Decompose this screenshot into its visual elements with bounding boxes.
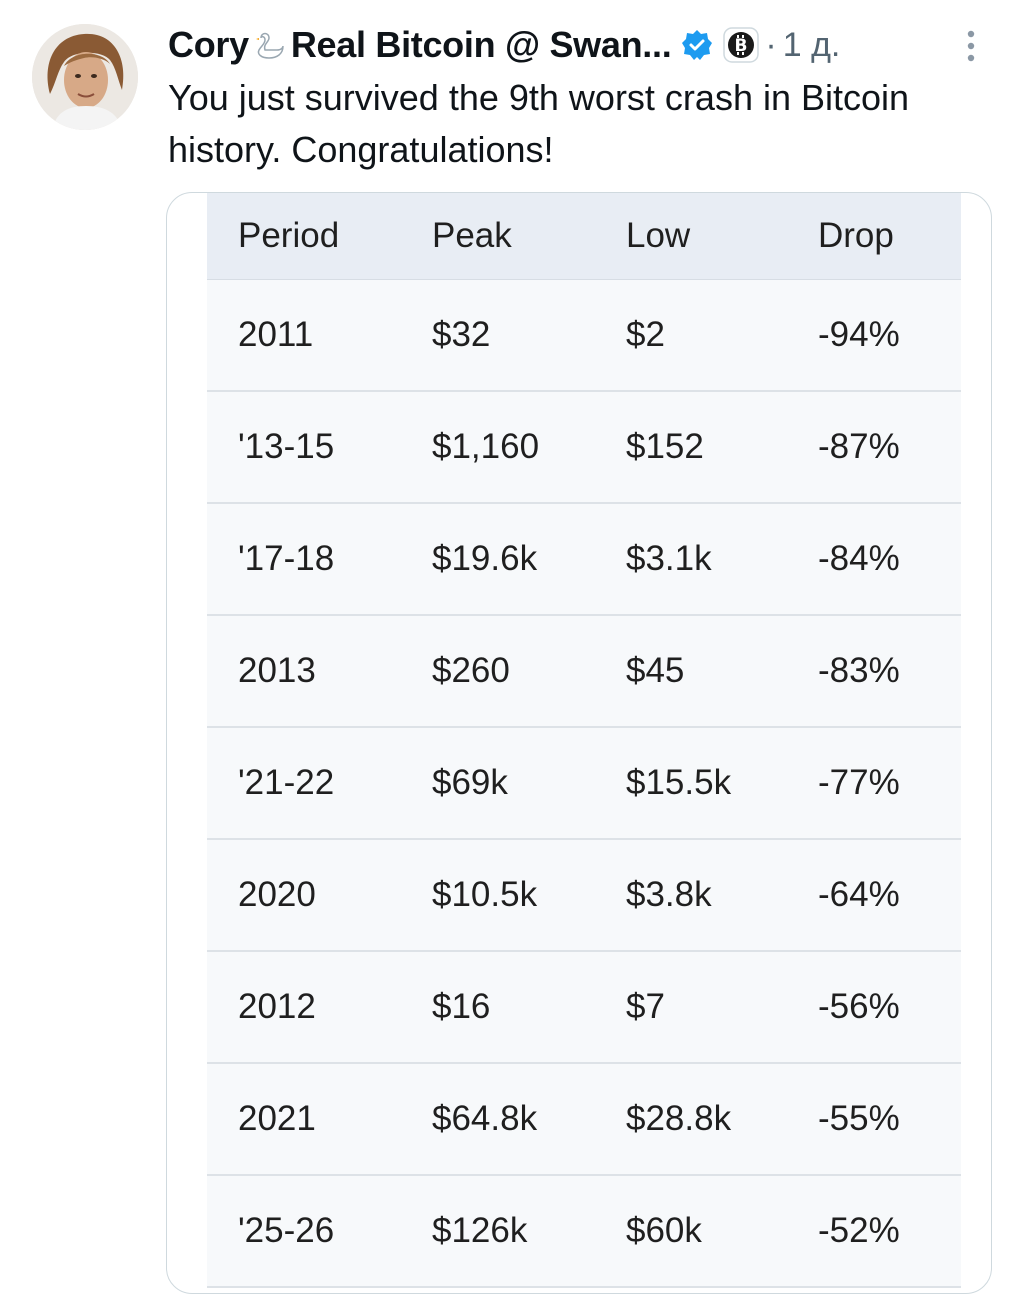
cell-low: $152 — [626, 427, 704, 466]
table-row: 2013 $260 $45 -83% — [207, 616, 961, 728]
cell-drop: -55% — [818, 1099, 900, 1138]
svg-text:B: B — [735, 36, 748, 56]
header-period: Period — [238, 216, 340, 255]
header-drop: Drop — [818, 216, 894, 255]
bitcoin-badge-icon[interactable]: B — [723, 27, 760, 63]
timestamp[interactable]: 1 д. — [782, 25, 841, 64]
cell-low: $45 — [626, 651, 685, 690]
swan-emoji-icon — [253, 28, 287, 62]
table-row: '17-18 $19.6k $3.1k -84% — [207, 504, 961, 616]
cell-drop: -87% — [818, 427, 900, 466]
cell-period: 2021 — [238, 1099, 316, 1138]
cell-low: $7 — [626, 987, 665, 1026]
cell-peak: $10.5k — [432, 875, 538, 914]
cell-peak: $69k — [432, 763, 508, 802]
cell-drop: -84% — [818, 539, 900, 578]
avatar[interactable] — [32, 24, 138, 130]
cell-peak: $126k — [432, 1211, 528, 1250]
table-row: 2020 $10.5k $3.8k -64% — [207, 840, 961, 952]
cell-period: 2013 — [238, 651, 316, 690]
crash-table: Period Peak Low Drop 2011 $32 $2 -94% '1… — [207, 193, 961, 1288]
cell-period: '21-22 — [238, 763, 335, 802]
avatar-photo — [32, 24, 138, 130]
verified-badge-icon[interactable] — [681, 29, 713, 61]
display-name[interactable]: Cory — [168, 24, 249, 65]
table-row: '21-22 $69k $15.5k -77% — [207, 728, 961, 840]
header-separator: · — [765, 25, 777, 64]
table-row: 2011 $32 $2 -94% — [207, 280, 961, 392]
cell-peak: $19.6k — [432, 539, 538, 578]
more-options-icon[interactable] — [956, 28, 986, 64]
table-row: '13-15 $1,160 $152 -87% — [207, 392, 961, 504]
cell-drop: -56% — [818, 987, 900, 1026]
tweet-header: Cory Real Bitcoin @ Swan... B · 1 д. — [168, 22, 840, 68]
cell-low: $60k — [626, 1211, 702, 1250]
cell-drop: -94% — [818, 315, 900, 354]
cell-period: 2012 — [238, 987, 316, 1026]
cell-period: '25-26 — [238, 1211, 335, 1250]
header-peak: Peak — [432, 216, 512, 255]
cell-peak: $64.8k — [432, 1099, 538, 1138]
cell-period: 2011 — [238, 315, 314, 354]
table-row: 2021 $64.8k $28.8k -55% — [207, 1064, 961, 1176]
tweet-text: You just survived the 9th worst crash in… — [168, 77, 910, 170]
cell-drop: -83% — [818, 651, 900, 690]
cell-low: $2 — [626, 315, 665, 354]
cell-peak: $260 — [432, 651, 510, 690]
cell-peak: $1,160 — [432, 427, 540, 466]
table-row: 2012 $16 $7 -56% — [207, 952, 961, 1064]
tweet-media-image[interactable]: Period Peak Low Drop 2011 $32 $2 -94% '1… — [166, 192, 992, 1294]
cell-peak: $16 — [432, 987, 491, 1026]
table-row: '25-26 $126k $60k -52% — [207, 1176, 961, 1288]
cell-low: $28.8k — [626, 1099, 732, 1138]
cell-low: $15.5k — [626, 763, 732, 802]
cell-low: $3.8k — [626, 875, 712, 914]
cell-peak: $32 — [432, 315, 491, 354]
cell-period: '13-15 — [238, 427, 335, 466]
cell-drop: -77% — [818, 763, 900, 802]
cell-low: $3.1k — [626, 539, 712, 578]
header-low: Low — [626, 216, 691, 255]
cell-drop: -64% — [818, 875, 900, 914]
cell-period: 2020 — [238, 875, 316, 914]
table-header-row: Period Peak Low Drop — [207, 193, 961, 280]
display-name-suffix[interactable]: Real Bitcoin @ Swan... — [290, 24, 672, 65]
cell-drop: -52% — [818, 1211, 900, 1250]
cell-period: '17-18 — [238, 539, 335, 578]
